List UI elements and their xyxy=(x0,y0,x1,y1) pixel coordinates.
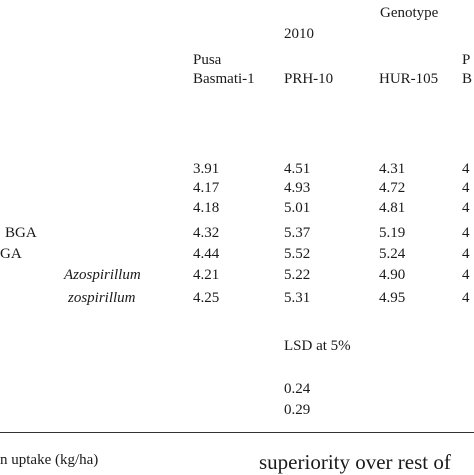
table-cell: 4.81 xyxy=(379,200,406,216)
column-header-line1: Pusa xyxy=(193,52,222,68)
body-text: superiority over rest of xyxy=(259,450,451,474)
table-cell: 4 xyxy=(462,161,470,177)
table-bottom-rule xyxy=(0,432,474,433)
table-cell: 4.93 xyxy=(284,180,311,196)
table-cell: 4.18 xyxy=(193,200,220,216)
table-cell: 4.72 xyxy=(379,180,406,196)
row-label: Azospirillum xyxy=(64,267,141,283)
table-cell: 4 xyxy=(462,267,470,283)
table-cell: 5.37 xyxy=(284,225,311,241)
table-cell: 4.31 xyxy=(379,161,406,177)
table-cell: 4 xyxy=(462,225,470,241)
year-header: 2010 xyxy=(284,26,314,42)
lsd-value: 0.24 xyxy=(284,381,311,397)
genotype-header: Genotype xyxy=(380,5,439,21)
column-header-line2: B xyxy=(462,71,473,87)
row-label: zospirillum xyxy=(68,290,136,306)
table-caption: n uptake (kg/ha) xyxy=(0,452,99,468)
table-cell: 4 xyxy=(462,246,470,262)
row-label: BGA xyxy=(5,225,37,241)
table-cell: 4.95 xyxy=(379,290,406,306)
table-cell: 4.25 xyxy=(193,290,220,306)
table-cell: 4.21 xyxy=(193,267,220,283)
table-cell: 5.01 xyxy=(284,200,311,216)
column-header-line1: P xyxy=(462,52,471,68)
row-label: GA xyxy=(0,246,22,262)
table-cell: 4.90 xyxy=(379,267,406,283)
lsd-value: 0.29 xyxy=(284,402,311,418)
table-cell: 5.22 xyxy=(284,267,311,283)
table-cell: 4.32 xyxy=(193,225,220,241)
table-cell: 5.19 xyxy=(379,225,406,241)
table-cell: 4 xyxy=(462,180,470,196)
column-header-line2: PRH-10 xyxy=(284,71,334,87)
table-cell: 5.31 xyxy=(284,290,311,306)
column-header-line2: Basmati-1 xyxy=(193,71,255,87)
table-cell: 4 xyxy=(462,200,470,216)
table-cell: 3.91 xyxy=(193,161,220,177)
table-cell: 4.44 xyxy=(193,246,220,262)
table-cell: 4.17 xyxy=(193,180,220,196)
lsd-label: LSD at 5% xyxy=(284,338,351,354)
table-cell: 4 xyxy=(462,290,470,306)
column-header-line2: HUR-105 xyxy=(379,71,439,87)
table-cell: 5.24 xyxy=(379,246,406,262)
table-cell: 4.51 xyxy=(284,161,311,177)
table-cell: 5.52 xyxy=(284,246,311,262)
